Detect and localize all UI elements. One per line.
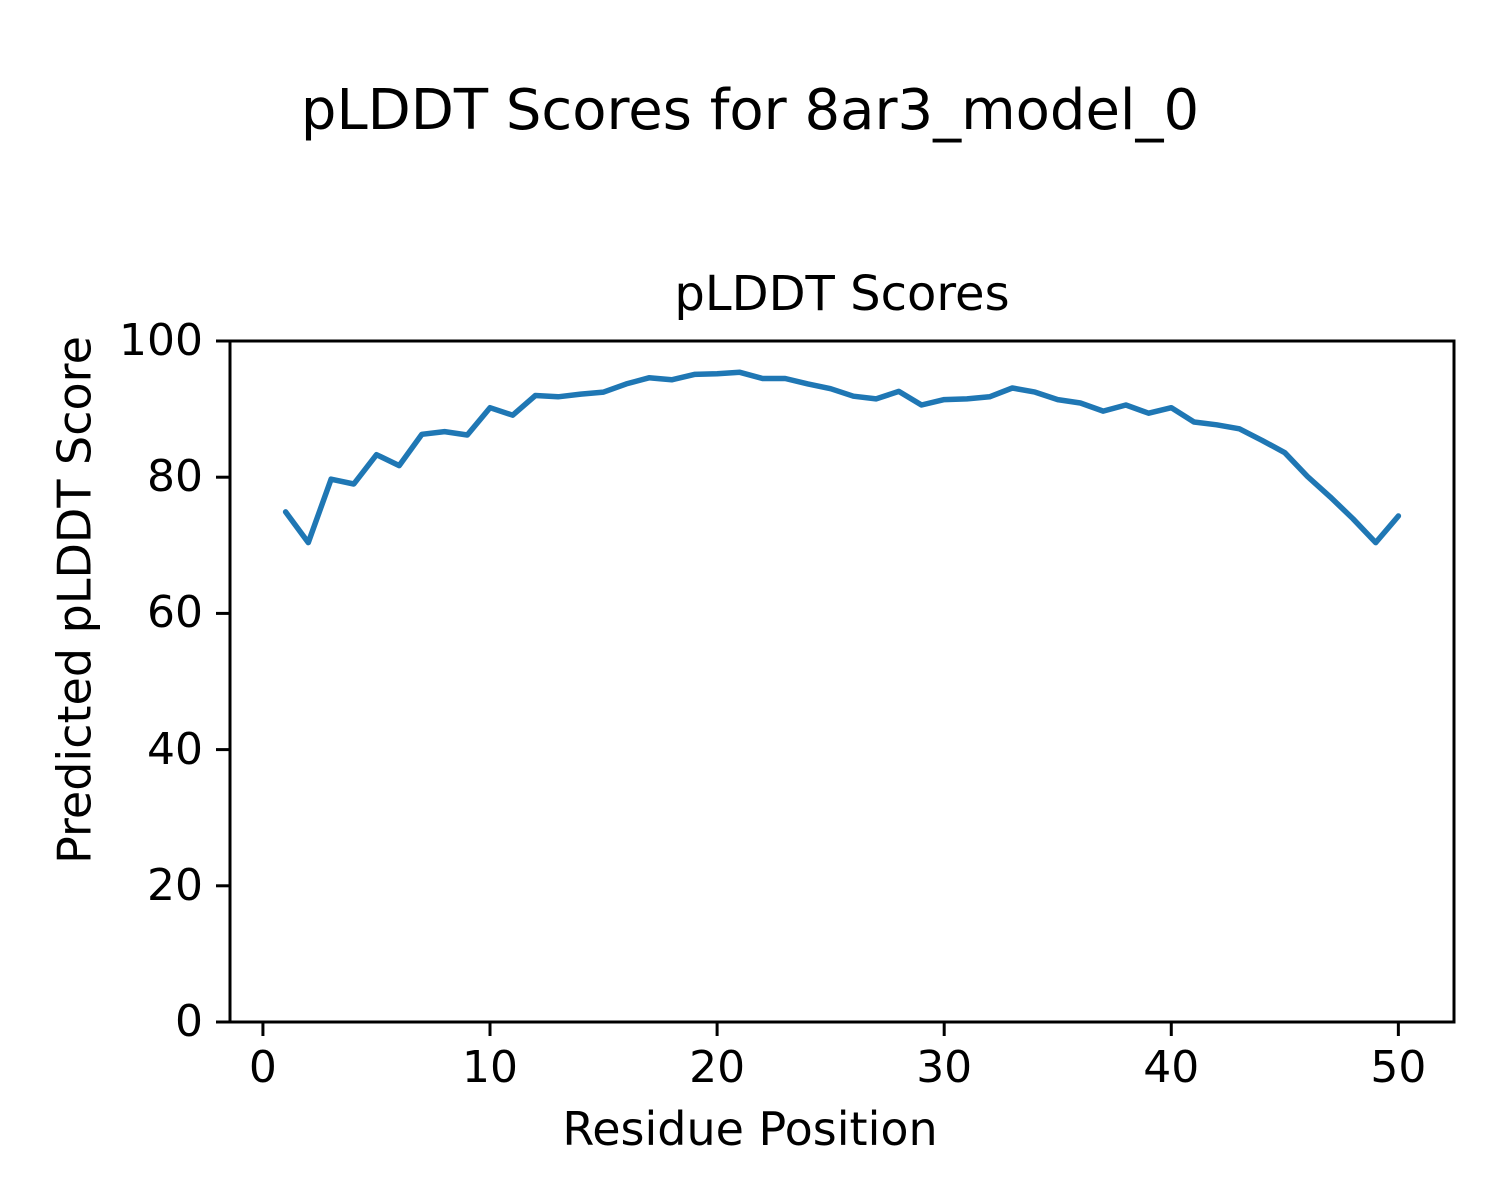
y-tick-label: 100 (119, 315, 203, 366)
y-tick-label: 80 (147, 451, 203, 503)
x-tick-label: 40 (1143, 1042, 1200, 1093)
y-tick-label: 0 (175, 996, 203, 1047)
x-axis-label: Residue Position (562, 1102, 938, 1156)
y-tick-label: 20 (147, 859, 203, 911)
x-tick-label: 50 (1370, 1042, 1427, 1093)
axes-spines (228, 339, 1456, 1024)
x-tick-label: 20 (689, 1042, 746, 1093)
plddt-score-line (282, 369, 1402, 546)
x-tick-label: 10 (462, 1042, 518, 1093)
x-tick-label: 30 (916, 1042, 973, 1093)
x-tick-label: 0 (248, 1042, 277, 1093)
y-tick-label: 60 (147, 587, 203, 639)
y-tick-label: 40 (147, 723, 203, 775)
axes-title: pLDDT Scores (674, 266, 1010, 322)
figure-suptitle: pLDDT Scores for 8ar3_model_0 (300, 78, 1200, 143)
